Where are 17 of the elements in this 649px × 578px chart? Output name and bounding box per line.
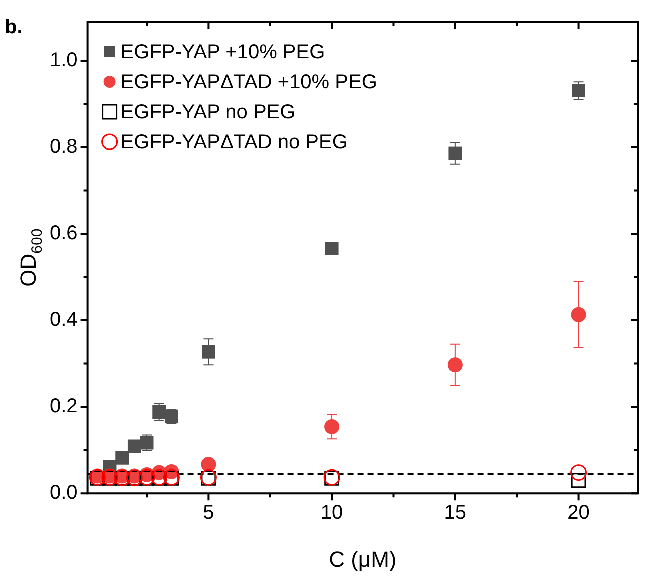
legend-label: EGFP-YAP no PEG bbox=[120, 102, 296, 124]
y-axis-title: OD600 bbox=[16, 228, 46, 287]
y-tick-label: 0.4 bbox=[50, 309, 78, 332]
y-tick-label: 0.2 bbox=[50, 396, 78, 418]
text: b. bbox=[5, 16, 23, 39]
legend-label: EGFP-YAPΔTAD +10% PEG bbox=[120, 72, 378, 94]
x-axis-title: C (μM) bbox=[329, 546, 397, 572]
x-tick-label: 10 bbox=[320, 502, 344, 524]
y-tick-label: 0.6 bbox=[50, 222, 78, 245]
x-tick-label: 5 bbox=[203, 502, 214, 524]
legend-label: EGFP-YAPΔTAD no PEG bbox=[120, 132, 348, 154]
y-tick-label: 1.0 bbox=[50, 49, 78, 72]
x-tick-label: 20 bbox=[568, 502, 590, 524]
x-tick-label: 15 bbox=[444, 502, 467, 524]
y-tick-label: 0.8 bbox=[50, 136, 78, 158]
y-tick-label: 0.0 bbox=[50, 482, 78, 504]
legend-label: EGFP-YAP +10% PEG bbox=[120, 42, 326, 64]
